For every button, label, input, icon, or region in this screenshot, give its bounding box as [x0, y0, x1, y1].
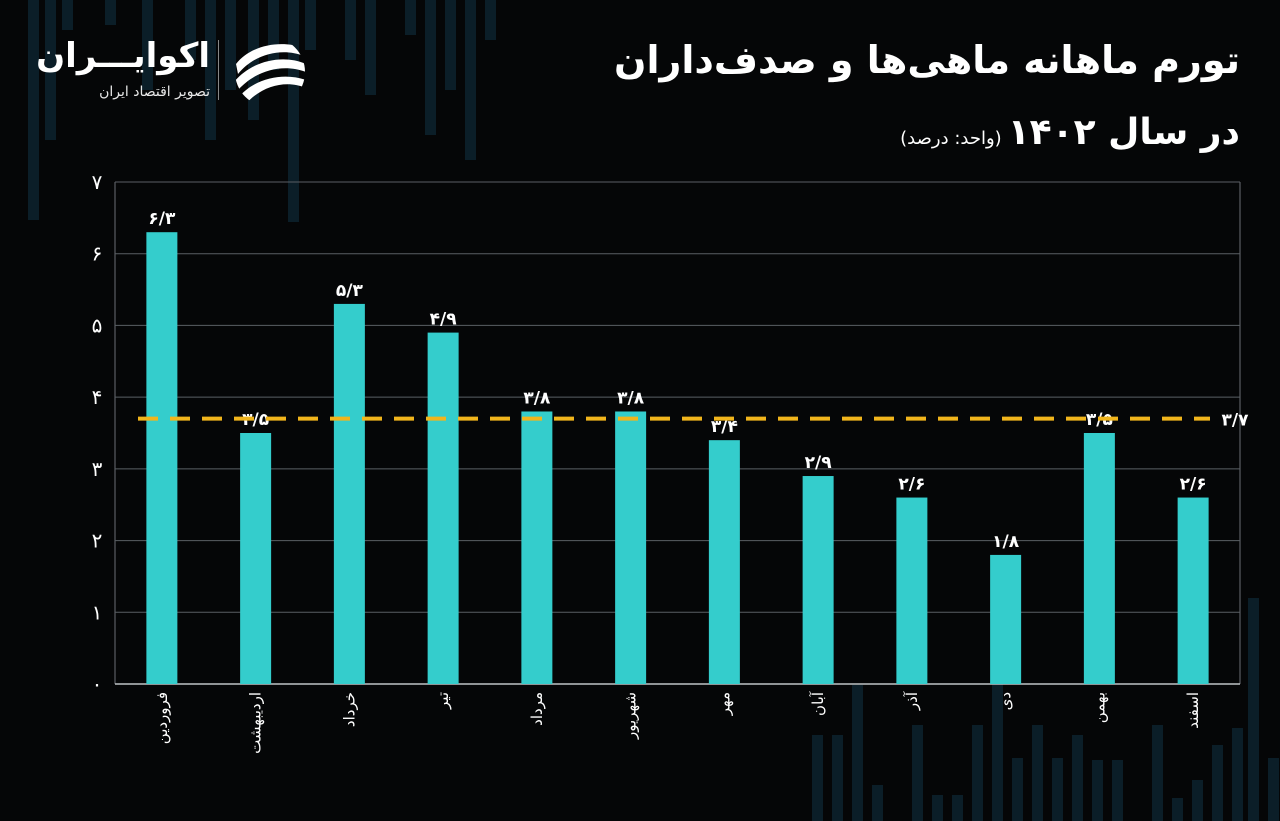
bg-candle-bottom: [852, 685, 863, 821]
bg-candle-top: [288, 0, 299, 222]
y-tick-label: ۳: [92, 457, 103, 481]
bar: [521, 411, 553, 684]
bg-candle-top: [142, 0, 153, 90]
bg-candle-bottom: [1172, 798, 1183, 821]
bg-candle-bottom: [972, 725, 983, 821]
x-tick-label: شهریور: [622, 692, 640, 740]
bg-candle-top: [185, 0, 196, 60]
y-tick-label: ۰: [92, 672, 103, 696]
data-label: ۲/۶: [1180, 475, 1207, 495]
data-label: ۳/۴: [711, 417, 738, 437]
bg-candle-bottom: [952, 795, 963, 821]
bg-candle-top: [305, 0, 316, 50]
x-tick-label: مهر: [715, 692, 733, 716]
bg-candle-bottom: [912, 725, 923, 821]
data-label: ۱/۸: [992, 532, 1020, 552]
bar: [896, 497, 928, 684]
bg-candle-top: [405, 0, 416, 35]
ecoiran-swoosh-icon: [235, 44, 305, 106]
bar: [990, 554, 1022, 684]
bg-candle-bottom: [812, 735, 823, 821]
bg-candle-top: [445, 0, 456, 90]
brand-divider: [218, 40, 219, 100]
x-tick-label: بهمن: [1090, 692, 1108, 723]
bg-candle-bottom: [872, 785, 883, 821]
x-tick-label: اسفند: [1184, 692, 1202, 729]
x-tick-label: تیر: [434, 692, 452, 710]
bg-candle-top: [225, 0, 236, 90]
data-label: ۵/۳: [336, 281, 364, 301]
bar: [240, 433, 272, 684]
brand-tagline: تصویر اقتصاد ایران: [99, 84, 210, 100]
bg-candle-top: [485, 0, 496, 40]
data-label: ۲/۹: [805, 453, 833, 473]
bg-candle-top: [425, 0, 436, 135]
bar: [427, 332, 459, 684]
bg-candle-bottom: [1052, 758, 1063, 821]
data-label: ۲/۶: [898, 475, 925, 495]
bg-candle-top: [62, 0, 73, 30]
bg-candle-top: [268, 0, 279, 70]
x-tick-label: مرداد: [528, 692, 546, 726]
x-tick-label: دی: [997, 692, 1015, 710]
bar: [615, 411, 647, 684]
bg-candle-bottom: [1092, 760, 1103, 821]
bg-candle-bottom: [932, 795, 943, 821]
y-tick-label: ۵: [92, 313, 103, 337]
bg-candle-top: [105, 0, 116, 25]
y-tick-label: ۶: [92, 242, 103, 266]
data-label: ۳/۸: [617, 388, 645, 408]
bg-candle-bottom: [1232, 728, 1243, 821]
bar: [1083, 433, 1115, 684]
bg-candle-top: [28, 0, 39, 220]
brand-name: اکوایـــران: [36, 36, 210, 76]
data-label: ۳/۵: [242, 410, 269, 430]
data-label: ۶/۳: [148, 209, 176, 229]
bar: [802, 476, 834, 684]
x-tick-label: فروردین: [153, 692, 171, 744]
bg-candle-bottom: [1072, 735, 1083, 821]
x-tick-label: خرداد: [340, 692, 358, 727]
bg-candle-top: [205, 0, 216, 140]
bg-candle-bottom: [1212, 745, 1223, 821]
y-tick-label: ۱: [92, 600, 103, 624]
average-label: ۳/۷: [1222, 411, 1250, 431]
y-tick-label: ۲: [92, 529, 103, 553]
bar: [333, 303, 365, 684]
unit-label: (واحد: درصد): [900, 128, 1002, 149]
bar: [146, 232, 178, 684]
bar: [1177, 497, 1209, 684]
bg-candle-top: [345, 0, 356, 60]
bg-candle-bottom: [1268, 758, 1279, 821]
bg-candle-bottom: [1192, 780, 1203, 821]
bg-candle-top: [365, 0, 376, 95]
bg-candle-bottom: [1152, 725, 1163, 821]
bg-candle-bottom: [992, 598, 1003, 821]
x-tick-label: آذر: [903, 691, 921, 711]
bg-candle-bottom: [1112, 760, 1123, 821]
x-tick-label: آبان: [809, 691, 827, 716]
bg-candle-top: [45, 0, 56, 140]
bar: [708, 440, 740, 684]
bg-candle-bottom: [1032, 725, 1043, 821]
bg-candle-bottom: [1012, 758, 1023, 821]
bg-candle-bottom: [832, 735, 843, 821]
x-tick-label: اردیبهشت: [247, 692, 265, 754]
data-label: ۴/۹: [430, 310, 458, 330]
subtitle-year: در سال ۱۴۰۲: [1007, 112, 1240, 153]
chart-title: تورم ماهانه ماهی‌ها و صدف‌داران: [614, 38, 1240, 82]
bg-candle-top: [465, 0, 476, 160]
bg-candle-bottom: [1248, 598, 1259, 821]
y-tick-label: ۷: [92, 170, 103, 194]
data-label: ۳/۸: [523, 388, 551, 408]
chart-subtitle: در سال ۱۴۰۲(واحد: درصد): [900, 112, 1240, 153]
y-tick-label: ۴: [92, 385, 103, 409]
